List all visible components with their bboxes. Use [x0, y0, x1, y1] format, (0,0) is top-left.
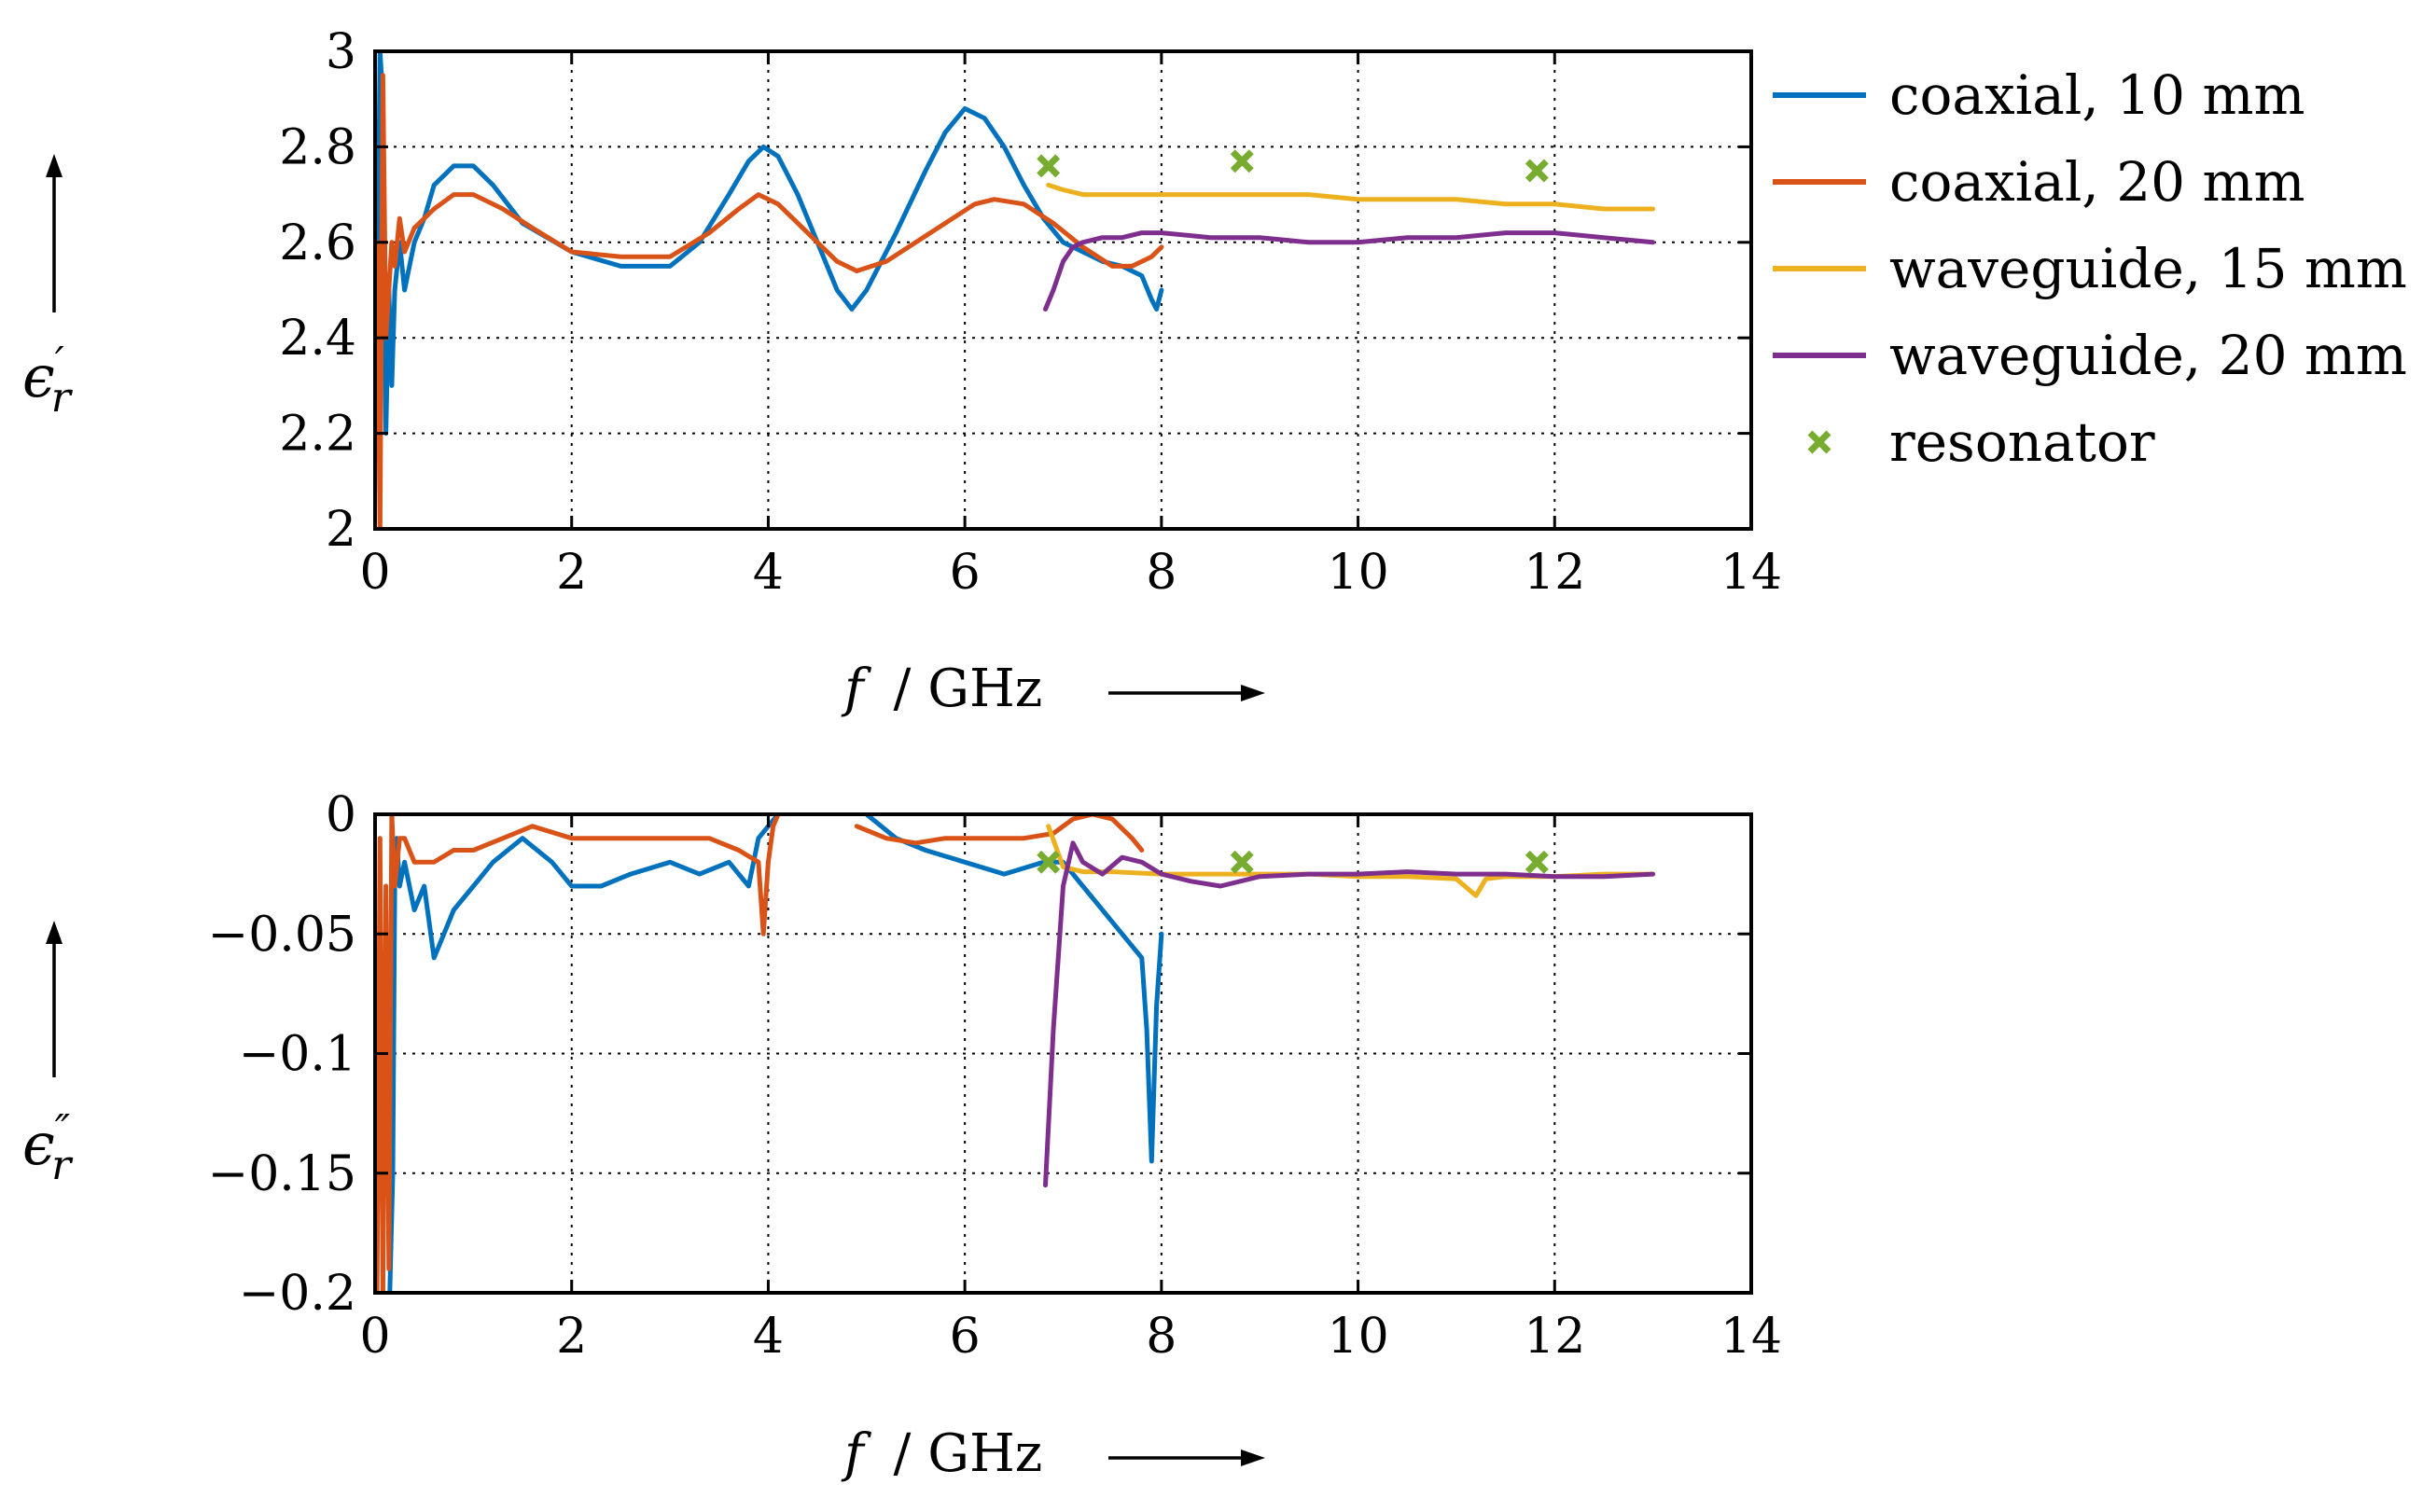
bottom-x-axis-title: f / GHz: [841, 1423, 1265, 1484]
bottom-x-tick-labels: 0 2 4 6 8 10 12 14: [359, 1309, 1782, 1365]
top-x-tick-labels: 0 2 4 6 8 10 12 14: [359, 545, 1782, 601]
bottom-series-group: [375, 814, 1656, 1293]
legend-item-0: coaxial, 10 mm: [1773, 63, 2305, 127]
legend-item-4: resonator: [1807, 410, 2155, 474]
top-xtick-label-5: 10: [1327, 545, 1388, 601]
legend-marker-4: [1807, 430, 1831, 454]
bottom-resonator-point-0: [1037, 850, 1061, 874]
bottom-resonator-point-1: [1230, 850, 1254, 874]
bottom-x-arrow-head: [1241, 1450, 1265, 1466]
bottom-xtick-label-3: 6: [950, 1309, 981, 1365]
top-ytick-label-0: 2: [326, 502, 356, 558]
bottom-y-tick-labels: −0.2 −0.15 −0.1 −0.05 0: [208, 787, 356, 1322]
top-series-2: [1046, 182, 1656, 212]
bottom-x-label-var: f: [841, 1423, 872, 1484]
top-resonator-point-1: [1230, 149, 1254, 173]
top-resonator-point-2: [1525, 159, 1549, 183]
legend-item-1: coaxial, 20 mm: [1773, 150, 2305, 214]
top-y-axis-title: ϵ′ r: [22, 154, 74, 422]
top-x-arrow-head: [1241, 685, 1265, 701]
top-chart: 0 2 4 6 8 10 12 14 22.22.42.62.83 ϵ′ r f / GHz: [22, 24, 1782, 719]
bottom-series-3: [1043, 840, 1656, 1188]
legend-label-1: coaxial, 20 mm: [1889, 150, 2305, 214]
legend-label-4: resonator: [1889, 410, 2155, 474]
bottom-y-label-main: ϵ: [22, 1110, 55, 1178]
bottom-ytick-label-0: −0.2: [239, 1266, 356, 1322]
top-grid: [375, 51, 1751, 529]
bottom-xtick-label-4: 8: [1146, 1309, 1177, 1365]
bottom-xtick-label-6: 12: [1524, 1309, 1585, 1365]
top-resonator-point-0: [1037, 154, 1061, 178]
bottom-resonator-point-2: [1525, 850, 1549, 874]
legend: coaxial, 10 mm coaxial, 20 mm waveguide, 1…: [1773, 63, 2407, 474]
legend-item-3: waveguide, 20 mm: [1773, 324, 2407, 387]
top-x-label-var: f: [841, 659, 872, 719]
top-y-label-main: ϵ: [22, 342, 55, 410]
bottom-chart: 0 2 4 6 8 10 12 14 −0.2 −0.15 −0.1 −0.05 0 ϵ″ r f / …: [22, 787, 1782, 1484]
bottom-xtick-label-5: 10: [1327, 1309, 1388, 1365]
bottom-ytick-label-3: −0.05: [208, 907, 356, 963]
bottom-xtick-label-2: 4: [753, 1309, 784, 1365]
top-series-1: [375, 73, 1164, 529]
top-y-arrow-head: [46, 154, 63, 177]
top-x-axis-title: f / GHz: [841, 659, 1265, 719]
bottom-ticks: [373, 812, 1753, 1295]
bottom-xtick-label-0: 0: [359, 1309, 390, 1365]
svg-text:ϵ″r: ϵ″ r: [22, 1106, 74, 1189]
bottom-y-label-sub: r: [51, 1142, 74, 1189]
top-xtick-label-6: 12: [1524, 545, 1585, 601]
bottom-xtick-label-7: 14: [1720, 1309, 1782, 1365]
top-xtick-label-7: 14: [1720, 545, 1782, 601]
legend-item-2: waveguide, 15 mm: [1773, 237, 2407, 300]
bottom-series-0: [387, 814, 1164, 1293]
legend-label-0: coaxial, 10 mm: [1889, 63, 2305, 127]
top-x-label-unit: / GHz: [894, 659, 1043, 719]
top-xtick-label-1: 2: [556, 545, 587, 601]
top-xtick-label-4: 8: [1146, 545, 1177, 601]
top-xtick-label-3: 6: [950, 545, 981, 601]
top-series-3: [1043, 230, 1656, 312]
svg-text:ϵ′r: ϵ′ r: [22, 339, 74, 422]
top-ytick-label-1: 2.2: [279, 407, 356, 463]
top-series-group: [375, 51, 1656, 529]
top-ytick-label-3: 2.6: [279, 215, 356, 271]
top-ytick-label-4: 2.8: [279, 119, 356, 175]
top-y-label-sub: r: [51, 374, 74, 422]
bottom-x-label-unit: / GHz: [894, 1423, 1043, 1484]
top-ticks: [373, 49, 1753, 531]
bottom-y-arrow-head: [46, 921, 63, 944]
bottom-ytick-label-1: −0.15: [208, 1146, 356, 1202]
svg-text:f / GHz: f / GHz: [841, 659, 1042, 719]
top-plot-frame: [373, 49, 1753, 531]
top-ytick-label-2: 2.4: [279, 311, 356, 367]
bottom-ytick-label-2: −0.1: [239, 1027, 356, 1083]
top-ytick-label-5: 3: [326, 24, 356, 80]
legend-label-3: waveguide, 20 mm: [1889, 324, 2407, 387]
top-series-0: [375, 51, 1164, 437]
top-xtick-label-2: 4: [753, 545, 784, 601]
bottom-y-axis-title: ϵ″ r: [22, 921, 74, 1189]
bottom-xtick-label-1: 2: [556, 1309, 587, 1365]
top-xtick-label-0: 0: [359, 545, 390, 601]
top-y-label-prime: ′: [55, 339, 64, 386]
bottom-series-1: [375, 814, 1145, 1293]
bottom-y-label-prime: ″: [55, 1106, 71, 1154]
legend-label-2: waveguide, 15 mm: [1889, 237, 2407, 300]
svg-text:f / GHz: f / GHz: [841, 1423, 1042, 1484]
top-y-tick-labels: 2 2.2 2.4 2.6 2.8 3: [279, 24, 356, 558]
bottom-ytick-label-4: 0: [326, 787, 356, 843]
